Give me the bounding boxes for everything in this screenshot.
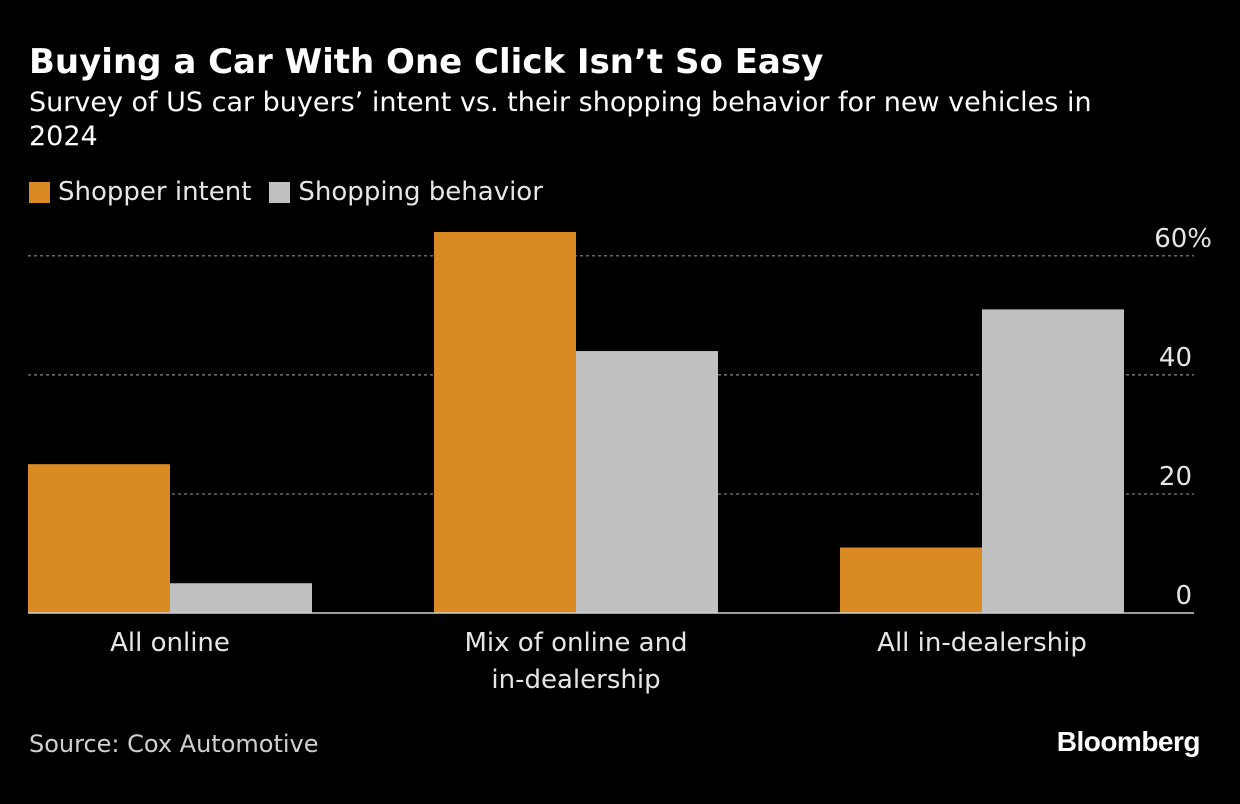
bar-shopper-intent-1 (434, 232, 576, 613)
bar-shopper-intent-2 (840, 547, 982, 613)
bar-chart: 0 20 40 60% All online Mix of online and in-de… (28, 224, 1212, 695)
chart-legend: Shopper intent Shopping behavior (29, 174, 561, 210)
source-note: Source: Cox Automotive (29, 730, 319, 758)
legend-swatch-shopper-intent (29, 181, 50, 203)
legend-item-shopping-behavior: Shopping behavior (269, 177, 543, 207)
y-tick-label-20: 20 (1159, 462, 1192, 492)
chart-subtitle: Survey of US car buyers’ intent vs. thei… (29, 87, 1092, 152)
legend-label-shopping-behavior: Shopping behavior (298, 177, 543, 207)
bloomberg-logo: Bloomberg (1056, 726, 1201, 757)
legend-label-shopper-intent: Shopper intent (58, 177, 252, 207)
legend-swatch-shopping-behavior (269, 181, 291, 203)
x-category-label-2: All in-dealership (877, 628, 1087, 658)
y-tick-label-0: 0 (1175, 581, 1192, 611)
x-category-label-0: All online (110, 628, 230, 658)
bar-shopping-behavior-0 (170, 583, 312, 613)
bar-shopping-behavior-2 (982, 309, 1124, 613)
x-category-label-1: Mix of online and in-dealership (464, 628, 687, 695)
y-tick-label-40: 40 (1159, 343, 1192, 373)
chart-title: Buying a Car With One Click Isn’t So Eas… (29, 42, 824, 82)
legend-item-shopper-intent: Shopper intent (29, 177, 251, 207)
y-tick-label-60: 60% (1154, 224, 1212, 254)
bar-shopper-intent-0 (28, 464, 170, 613)
bar-shopping-behavior-1 (576, 351, 718, 613)
